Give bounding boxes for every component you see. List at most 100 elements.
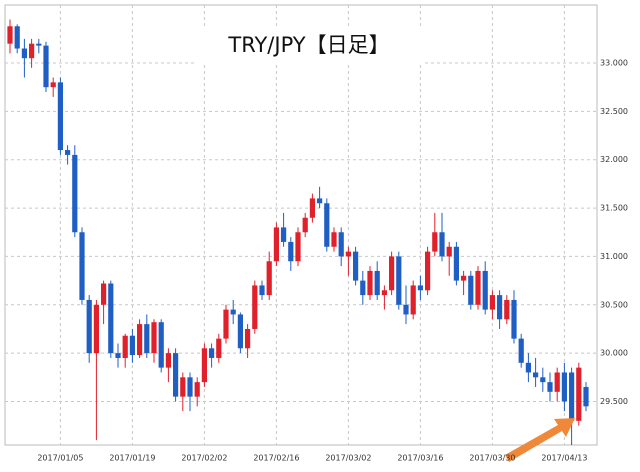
candle-body: [504, 299, 510, 320]
candle-body: [216, 338, 222, 358]
candle-body: [533, 372, 539, 378]
candle-body: [554, 372, 560, 392]
candle-body: [396, 256, 402, 305]
candle-body: [511, 299, 517, 339]
candle-body: [353, 251, 359, 281]
candle-body: [209, 348, 215, 358]
candle-body: [72, 154, 78, 233]
candle-body: [36, 43, 42, 46]
candle-body: [461, 275, 467, 281]
candle-body: [57, 82, 63, 151]
candle-body: [273, 227, 279, 262]
candle-body: [302, 217, 308, 233]
candle-body: [432, 232, 438, 252]
candle-body: [482, 270, 488, 310]
candle-body: [417, 285, 423, 291]
candle-body: [439, 232, 445, 257]
candle-body: [180, 377, 186, 397]
y-tick-label: 30.000: [600, 349, 628, 358]
candle-body: [79, 232, 85, 300]
candle-body: [151, 322, 157, 354]
y-tick-label: 30.500: [600, 300, 628, 309]
candle-body: [410, 285, 416, 315]
candle-body: [187, 377, 193, 397]
candle-body: [194, 382, 200, 397]
candle-body: [266, 261, 272, 296]
candle-body: [389, 256, 395, 291]
candle-body: [288, 241, 294, 262]
candle-body: [497, 295, 503, 320]
candle-body: [576, 367, 582, 421]
candle-body: [317, 198, 323, 204]
candle-body: [569, 372, 575, 421]
x-tick-label: 2017/03/30: [469, 454, 515, 463]
candle-body: [158, 322, 164, 368]
candle-body: [201, 348, 207, 383]
candle-body: [525, 362, 531, 373]
candle-body: [561, 372, 567, 402]
candle-body: [108, 283, 114, 354]
title-bg: [195, 28, 423, 64]
candle-body: [144, 324, 150, 354]
candle-body: [43, 45, 49, 88]
candle-body: [367, 270, 373, 296]
candle-body: [446, 246, 452, 257]
x-tick-label: 2017/01/05: [37, 454, 83, 463]
y-tick-label: 29.500: [600, 397, 628, 406]
candle-body: [7, 26, 13, 44]
candle-body: [583, 386, 589, 407]
candle-body: [518, 338, 524, 363]
y-tick-label: 32.000: [600, 155, 628, 164]
plot-area: [4, 4, 598, 446]
candle-body: [295, 232, 301, 262]
y-tick-label: 32.500: [600, 107, 628, 116]
y-tick-label: 33.000: [600, 59, 628, 68]
candle-body: [338, 232, 344, 257]
candle-body: [540, 377, 546, 383]
candle-body: [309, 198, 315, 218]
candle-body: [129, 335, 135, 356]
candle-body: [223, 309, 229, 339]
candle-body: [137, 324, 143, 356]
candle-body: [165, 353, 171, 368]
candle-body: [374, 270, 380, 296]
candle-body: [259, 285, 265, 296]
candle-body: [425, 251, 431, 291]
x-tick-label: 2017/02/16: [253, 454, 299, 463]
candles: [7, 19, 589, 445]
candle-body: [21, 48, 27, 59]
x-tick-label: 2017/04/13: [541, 454, 587, 463]
x-tick-label: 2017/03/02: [325, 454, 371, 463]
chart-title: TRY/JPY【日足】: [227, 33, 389, 57]
candle-body: [331, 232, 337, 247]
candle-body: [50, 82, 56, 88]
candle-body: [468, 275, 474, 305]
candle-body: [122, 335, 128, 358]
candle-body: [29, 43, 35, 59]
candle-body: [93, 304, 99, 354]
candle-body: [453, 246, 459, 281]
candle-body: [237, 314, 243, 349]
candle-body: [281, 227, 287, 242]
candle-body: [230, 309, 236, 315]
candle-body: [115, 353, 121, 358]
candle-body: [65, 150, 71, 155]
candle-body: [345, 251, 351, 257]
candle-body: [324, 203, 330, 247]
x-tick-label: 2017/01/19: [109, 454, 155, 463]
y-tick-label: 31.500: [600, 204, 628, 213]
arrow: [505, 418, 575, 462]
candle-body: [403, 304, 409, 315]
candle-body: [381, 290, 387, 296]
candle-body: [489, 295, 495, 310]
candle-body: [173, 353, 179, 397]
candle-body: [360, 280, 366, 296]
candle-body: [252, 285, 258, 329]
x-tick-label: 2017/02/02: [181, 454, 227, 463]
candle-body: [86, 299, 92, 354]
x-tick-label: 2017/03/16: [397, 454, 443, 463]
candle-body: [245, 328, 251, 349]
candle-body: [547, 382, 553, 392]
